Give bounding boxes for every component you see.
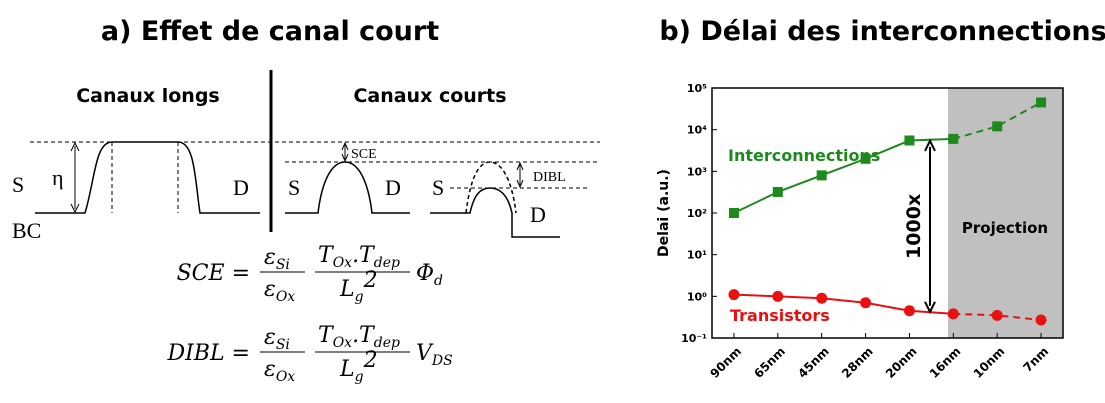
equation-part: .T	[352, 323, 376, 348]
marker	[772, 186, 783, 197]
equation-term: Lg2	[339, 348, 378, 385]
equation-part: g	[355, 369, 364, 385]
equation-part: L	[339, 277, 355, 302]
equation-term: TOx.Tdep	[318, 243, 400, 271]
equation-lhs: DIBL =	[166, 341, 250, 366]
label-s: S	[12, 172, 24, 197]
y-tick-label: 10¹	[687, 249, 707, 262]
series-line	[733, 293, 954, 315]
equation-part: .T	[352, 243, 376, 268]
equation-part: ε	[264, 245, 276, 270]
left-label: Canaux longs	[76, 85, 220, 107]
equation-part: dep	[374, 255, 400, 271]
equation-term: εOx	[264, 357, 295, 385]
equation-part: Ox	[333, 255, 352, 271]
y-tick-label: 10⁰	[687, 290, 707, 303]
marker	[860, 153, 871, 164]
marker	[947, 308, 959, 320]
arrow	[924, 138, 936, 315]
equation-part: Ox	[333, 335, 352, 351]
y-tick-label: 10³	[687, 165, 707, 178]
label-d: D	[233, 175, 249, 200]
marker	[904, 135, 915, 146]
marker	[992, 121, 1003, 132]
equation-part: Ox	[276, 289, 295, 305]
x-tick-label: 20nm	[883, 344, 920, 381]
marker	[860, 297, 872, 309]
equation-term: εSi	[264, 245, 290, 273]
series-line	[733, 137, 954, 214]
marker	[728, 208, 739, 218]
equation-term: VDS	[416, 341, 453, 369]
series-line	[953, 312, 1042, 322]
x-tick-label: 90nm	[707, 344, 744, 381]
equation-term: Φd	[416, 261, 443, 289]
equation-part: g	[355, 289, 364, 305]
equation-part: T	[318, 243, 335, 268]
label-s: S	[432, 175, 444, 200]
annotation: 1000x	[903, 194, 925, 259]
equation-part: V	[416, 341, 434, 366]
x-tick-label: 7nm	[1020, 344, 1051, 375]
x-tick-label: 45nm	[795, 344, 832, 381]
equation-lhs: SCE =	[177, 261, 250, 286]
equation-part: T	[318, 323, 335, 348]
equation-part: Φ	[416, 261, 434, 286]
legend-label: Transistors	[730, 306, 830, 325]
marker	[772, 290, 784, 302]
marker	[1036, 97, 1047, 108]
y-tick-label: 10⁵	[687, 82, 707, 95]
equation-part: ε	[264, 277, 276, 302]
x-tick-label: 65nm	[751, 344, 788, 381]
equation-term: εSi	[264, 325, 290, 353]
equation-part: Si	[276, 257, 290, 273]
equation-part: Ox	[276, 369, 295, 385]
label-d: D	[530, 202, 546, 227]
marker	[816, 170, 827, 181]
equation-term: Lg2	[339, 268, 378, 305]
equation-part: DS	[431, 353, 453, 369]
equation-term: TOx.Tdep	[318, 323, 400, 351]
x-tick-label: 28nm	[839, 344, 876, 381]
equation-part: Si	[276, 337, 290, 353]
marker	[1035, 314, 1047, 326]
label-eta: η	[52, 165, 64, 190]
label-s: S	[288, 175, 300, 200]
marker	[991, 309, 1003, 321]
marker	[948, 133, 959, 144]
y-tick-label: 10⁴	[687, 124, 707, 137]
sce-label: SCE	[351, 147, 377, 162]
marker	[903, 305, 915, 317]
marker	[728, 289, 740, 301]
y-tick-label: 10²	[687, 207, 707, 220]
equation-part: ε	[264, 357, 276, 382]
right-label: Canaux courts	[353, 85, 506, 107]
projection-region	[948, 88, 1063, 338]
equation-part: 2	[363, 268, 378, 293]
y-axis-label: Delai (a.u.)	[656, 169, 672, 257]
label-d: D	[385, 175, 401, 200]
x-tick-label: 16nm	[927, 344, 964, 381]
equation-part: 2	[363, 348, 378, 373]
diagram-title: a) Effet de canal court	[101, 16, 439, 47]
label-bc: BC	[12, 218, 41, 243]
equation-part: dep	[374, 335, 400, 351]
annotation: Projection	[962, 219, 1048, 237]
marker	[816, 292, 828, 304]
equation-part: L	[339, 357, 355, 382]
chart-title: b) Délai des interconnections	[659, 16, 1105, 47]
legend-label: Interconnections	[728, 146, 880, 165]
dibl-label: DIBL	[533, 170, 566, 185]
x-tick-label: 10nm	[971, 344, 1008, 381]
equation-part: d	[434, 273, 443, 289]
equation-term: εOx	[264, 277, 295, 305]
series-line	[953, 101, 1042, 140]
band-diagram	[30, 70, 600, 238]
y-tick-label: 10⁻¹	[681, 332, 707, 345]
equation-part: ε	[264, 325, 276, 350]
